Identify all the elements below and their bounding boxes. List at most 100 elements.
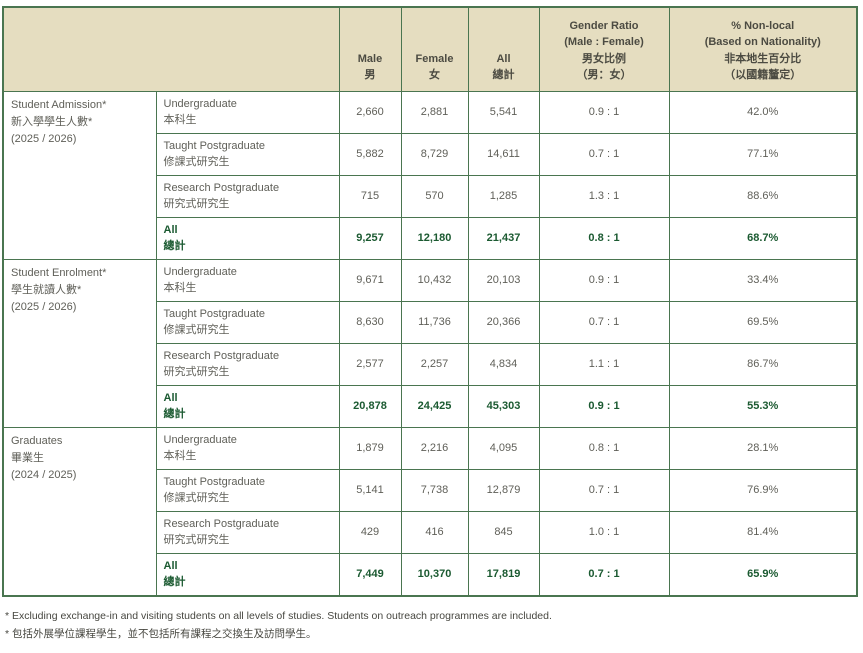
all-value: 1,285 (467, 174, 540, 218)
section-label-graduates: Graduates 畢業生 (2024 / 2025) (2, 426, 157, 596)
male-value: 715 (338, 174, 402, 218)
all-value: 5,541 (467, 90, 540, 134)
section-label-zh: 畢業生 (11, 451, 44, 464)
gender-ratio-value: 0.8 : 1 (538, 426, 670, 470)
female-value: 11,736 (400, 300, 469, 344)
table-row: Taught Postgraduate 修課式研究生 5,141 7,738 1… (3, 468, 858, 512)
footnotes: * Excluding exchange-in and visiting stu… (2, 607, 859, 644)
student-statistics-table: Male 男 Female 女 All 總計 Gender Ratio (Mal… (2, 6, 858, 597)
level-cell: Taught Postgraduate 修課式研究生 (155, 132, 340, 176)
section-label-zh: 新入學學生人數* (11, 115, 93, 128)
nonlocal-value: 42.0% (668, 90, 858, 134)
table-row-total: All 總計 9,257 12,180 21,437 0.8 : 1 68.7% (3, 216, 858, 260)
level-cell: Research Postgraduate 研究式研究生 (155, 174, 340, 218)
header-all-zh: 總計 (492, 69, 515, 81)
section-label-student-admission: Student Admission* 新入學學生人數* (2025 / 2026… (2, 90, 157, 260)
level-cell: All 總計 (155, 552, 340, 596)
nonlocal-value: 33.4% (668, 258, 858, 302)
header-nonlocal: % Non-local (Based on Nationality) 非本地生百… (668, 6, 858, 92)
gender-ratio-value: 1.3 : 1 (538, 174, 670, 218)
level-en: Research Postgraduate (163, 349, 280, 362)
level-en: Undergraduate (163, 97, 237, 110)
level-zh: 研究式研究生 (163, 366, 230, 378)
level-cell: All 總計 (155, 384, 340, 428)
level-cell: Research Postgraduate 研究式研究生 (155, 510, 340, 554)
female-value: 2,881 (400, 90, 469, 134)
level-cell: Undergraduate 本科生 (155, 258, 340, 302)
section-label-en: Graduates (11, 434, 63, 447)
gender-ratio-value: 0.7 : 1 (538, 300, 670, 344)
table-row: Research Postgraduate 研究式研究生 429 416 845… (3, 510, 858, 554)
header-male-zh: 男 (364, 69, 376, 81)
level-zh: 總計 (163, 576, 186, 588)
level-cell: Research Postgraduate 研究式研究生 (155, 342, 340, 386)
all-value: 20,366 (467, 300, 540, 344)
nonlocal-value: 88.6% (668, 174, 858, 218)
table-row-total: All 總計 7,449 10,370 17,819 0.7 : 1 65.9% (3, 552, 858, 596)
level-en: All (163, 559, 178, 572)
female-value: 570 (400, 174, 469, 218)
level-zh: 修課式研究生 (163, 156, 230, 168)
header-gender-ratio-line1: Gender Ratio (569, 19, 639, 32)
level-cell: Undergraduate 本科生 (155, 90, 340, 134)
female-value: 7,738 (400, 468, 469, 512)
male-value: 9,257 (338, 216, 402, 260)
level-en: Undergraduate (163, 265, 237, 278)
male-value: 9,671 (338, 258, 402, 302)
female-value: 12,180 (400, 216, 469, 260)
gender-ratio-value: 0.7 : 1 (538, 552, 670, 596)
level-en: All (163, 391, 178, 404)
male-value: 7,449 (338, 552, 402, 596)
level-en: Taught Postgraduate (163, 139, 266, 152)
gender-ratio-value: 1.1 : 1 (538, 342, 670, 386)
nonlocal-value: 55.3% (668, 384, 858, 428)
table-row: Student Enrolment* 學生就讀人數* (2025 / 2026)… (2, 258, 858, 428)
gender-ratio-value: 1.0 : 1 (538, 510, 670, 554)
female-value: 8,729 (400, 132, 469, 176)
header-male-en: Male (357, 52, 383, 65)
level-en: Taught Postgraduate (163, 475, 266, 488)
section-label-student-enrolment: Student Enrolment* 學生就讀人數* (2025 / 2026) (2, 258, 157, 428)
header-gender-ratio-line2: (Male : Female) (564, 36, 644, 48)
header-female: Female 女 (400, 6, 469, 92)
level-zh: 研究式研究生 (163, 198, 230, 210)
level-zh: 本科生 (163, 282, 197, 294)
level-en: Research Postgraduate (163, 517, 280, 530)
table-row: Taught Postgraduate 修課式研究生 5,882 8,729 1… (3, 132, 858, 176)
header-nonlocal-line3: 非本地生百分比 (724, 52, 802, 65)
all-value: 845 (467, 510, 540, 554)
male-value: 5,141 (338, 468, 402, 512)
gender-ratio-value: 0.8 : 1 (538, 216, 670, 260)
male-value: 20,878 (338, 384, 402, 428)
female-value: 10,432 (400, 258, 469, 302)
table-row: Research Postgraduate 研究式研究生 715 570 1,2… (3, 174, 858, 218)
section-label-zh: 學生就讀人數* (11, 283, 82, 296)
header-nonlocal-line2: (Based on Nationality) (704, 36, 821, 48)
level-zh: 本科生 (163, 114, 197, 126)
level-zh: 本科生 (163, 450, 197, 462)
header-blank-cell (2, 6, 340, 92)
female-value: 2,257 (400, 342, 469, 386)
footnote-chinese: * 包括外展學位課程學生，並不包括所有課程之交換生及訪問學生。 (5, 627, 317, 640)
level-cell: Undergraduate 本科生 (155, 426, 340, 470)
header-female-zh: 女 (429, 69, 440, 81)
section-label-year: (2025 / 2026) (11, 132, 77, 145)
all-value: 45,303 (467, 384, 540, 428)
all-value: 12,879 (467, 468, 540, 512)
header-all-en: All (496, 52, 511, 65)
female-value: 416 (400, 510, 469, 554)
male-value: 8,630 (338, 300, 402, 344)
female-value: 24,425 (400, 384, 469, 428)
section-label-en: Student Enrolment* (11, 266, 107, 279)
all-value: 20,103 (467, 258, 540, 302)
level-zh: 研究式研究生 (163, 534, 230, 546)
header-gender-ratio: Gender Ratio (Male : Female) 男女比例 （男：女） (538, 6, 670, 92)
male-value: 429 (338, 510, 402, 554)
all-value: 21,437 (467, 216, 540, 260)
nonlocal-value: 77.1% (668, 132, 858, 176)
male-value: 1,879 (338, 426, 402, 470)
gender-ratio-value: 0.9 : 1 (538, 258, 670, 302)
level-zh: 總計 (163, 408, 186, 420)
all-value: 4,095 (467, 426, 540, 470)
